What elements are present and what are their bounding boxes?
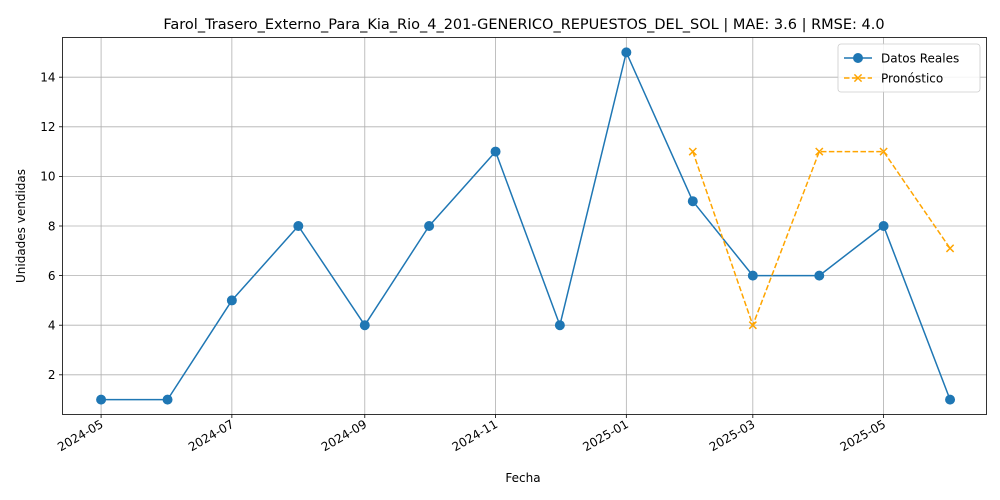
data-point [621,47,632,58]
y-axis-title: Unidades vendidas [14,169,28,283]
plot-series [96,47,956,405]
data-point [945,244,955,253]
series-forecast [688,147,955,330]
data-point [747,270,758,281]
y-tick-label: 6 [48,269,56,283]
y-tick-label: 2 [48,368,56,382]
legend: Datos Reales Pronóstico [837,43,981,93]
legend-box [837,43,981,93]
data-point [359,320,370,331]
data-point [945,394,956,405]
legend-marker [853,53,863,63]
legend-label: Pronóstico [881,71,943,85]
legend-label: Datos Reales [881,51,959,65]
data-point [688,147,697,156]
series-line [692,150,951,326]
y-tick-label: 4 [48,319,56,333]
data-point [162,394,173,405]
series-line [101,51,951,401]
chart-title: Farol_Trasero_Externo_Para_Kia_Rio_4_201… [163,17,884,33]
data-point [96,394,107,405]
legend-marker [853,73,863,83]
y-tick-label: 12 [40,120,55,134]
data-point [815,147,824,156]
x-axis-title: Fecha [505,471,540,485]
data-point [879,147,888,156]
data-point [293,221,304,231]
data-point [878,221,889,231]
y-tick-label: 14 [40,70,55,84]
data-point [490,146,501,157]
data-point [424,221,435,231]
y-tick-label: 8 [48,219,56,233]
series-actual [96,47,956,405]
data-point [554,320,565,331]
data-point [687,196,698,207]
data-point [226,295,237,306]
data-point [814,270,825,281]
y-tick-label: 10 [40,170,55,184]
data-point [748,321,757,330]
